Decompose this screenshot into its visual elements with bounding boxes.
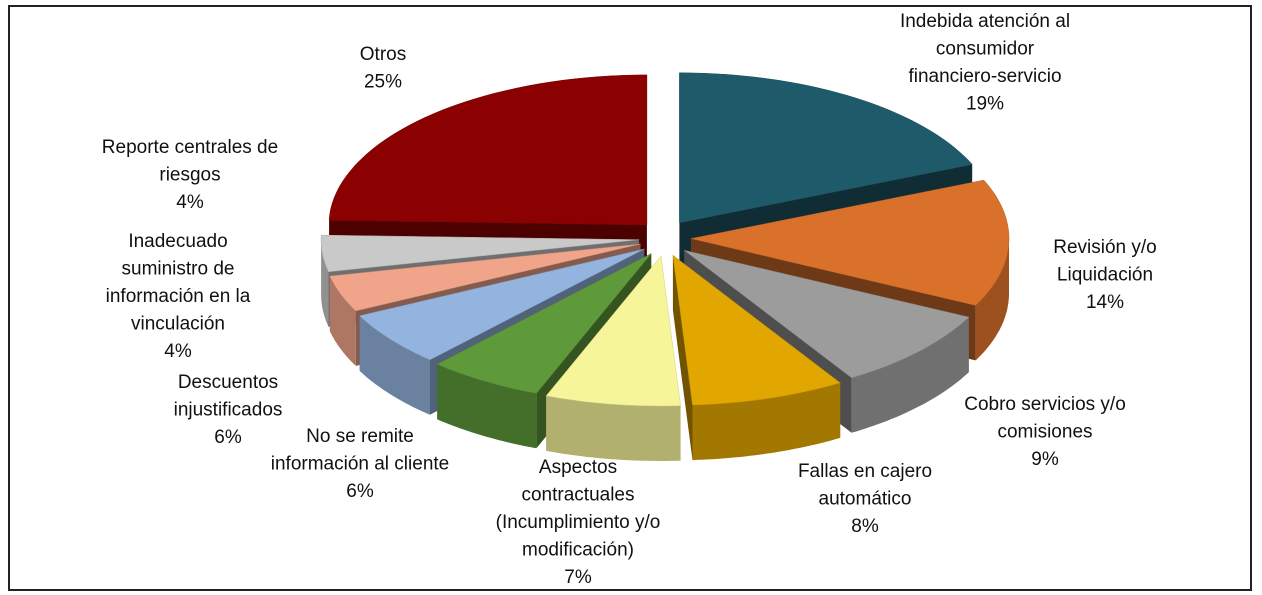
slice-wall <box>321 239 329 327</box>
slice <box>436 253 652 394</box>
slice-side <box>672 255 693 461</box>
slice <box>679 72 973 224</box>
value-label: 7% <box>564 567 592 588</box>
slice-label: injustificados <box>174 400 283 421</box>
slice-label: (Incumplimiento y/o <box>496 512 661 533</box>
value-label: 4% <box>176 192 204 213</box>
slice-label: Reporte centrales de <box>102 137 278 158</box>
value-label: 9% <box>1031 449 1059 470</box>
slice-label: Indebida atención al <box>900 11 1070 32</box>
slice-label: Cobro servicios y/o <box>964 394 1126 415</box>
value-label: 6% <box>214 427 242 448</box>
slice-wall <box>975 238 1009 361</box>
slice-wall <box>692 382 841 461</box>
slice <box>690 179 1010 306</box>
slice-label: modificación) <box>522 540 634 561</box>
slice <box>672 254 841 406</box>
slice-label: Revisión y/o <box>1053 237 1157 258</box>
slice-label: Descuentos <box>178 372 278 393</box>
value-label: 4% <box>164 341 192 362</box>
slice-label: información al cliente <box>271 454 449 475</box>
slice-label: financiero-servicio <box>908 66 1061 87</box>
slice <box>320 234 640 273</box>
slice-label: información en la <box>106 286 251 307</box>
value-label: 25% <box>364 72 402 93</box>
slice-label: Aspectos <box>539 457 617 478</box>
slice-wall <box>546 395 681 461</box>
slice-label: contractuales <box>521 485 634 506</box>
slice-label: Otros <box>360 44 406 65</box>
slice-label: Fallas en cajero <box>798 461 932 482</box>
slice-label: Liquidación <box>1057 265 1153 286</box>
value-label: 6% <box>346 481 374 502</box>
slice-label: riesgos <box>159 165 220 186</box>
value-label: 14% <box>1086 292 1124 313</box>
slice <box>328 74 648 226</box>
slice-label: consumidor <box>936 39 1035 60</box>
slice-label: suministro de <box>122 259 235 280</box>
slice-label: Inadecuado <box>128 231 227 252</box>
slice <box>545 255 681 407</box>
value-label: 19% <box>966 94 1004 115</box>
slice-label: comisiones <box>997 422 1092 443</box>
slice <box>684 250 970 379</box>
slice-label: automático <box>819 489 912 510</box>
slice <box>359 248 645 361</box>
slice-label: No se remite <box>306 426 414 447</box>
value-label: 8% <box>851 516 879 537</box>
slice-label: vinculación <box>131 314 225 335</box>
slice <box>329 243 641 312</box>
slice-wall <box>329 276 356 366</box>
slice-wall <box>851 317 969 433</box>
slice-wall <box>437 364 537 449</box>
slice-wall <box>359 315 430 415</box>
